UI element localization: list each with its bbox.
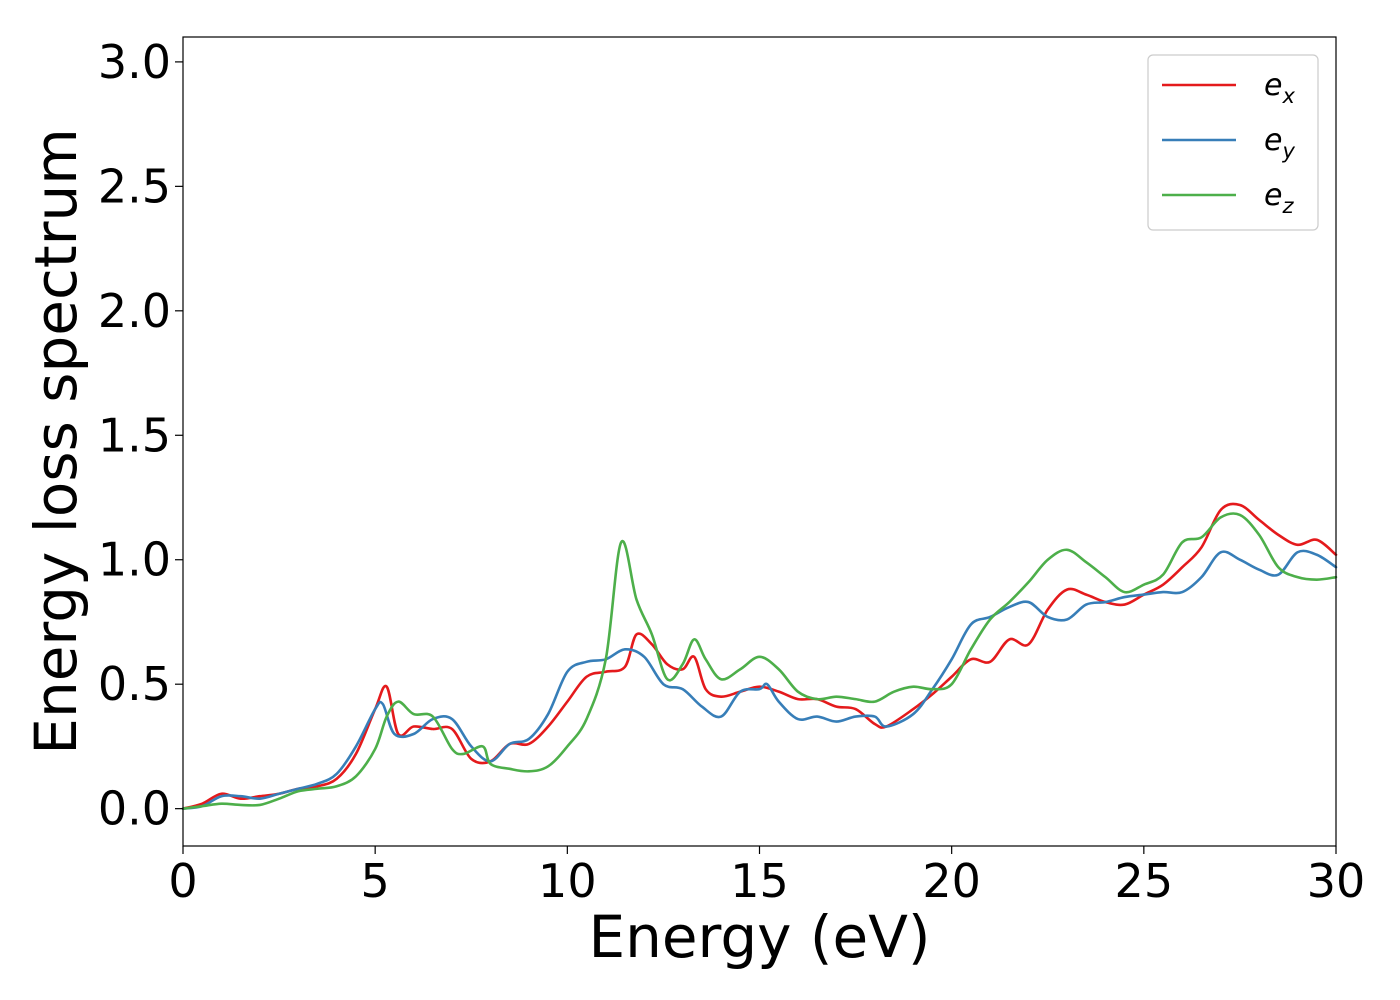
x-tick-label: 30 xyxy=(1307,854,1366,908)
legend-label-z: ez xyxy=(1264,178,1294,218)
plot-frame xyxy=(182,36,1337,847)
y-axis-title: Energy loss spectrum xyxy=(22,128,90,754)
y-tick-label: 2.0 xyxy=(98,284,171,338)
y-tick-label: 3.0 xyxy=(98,35,171,89)
x-tick-label: 0 xyxy=(168,854,197,908)
y-tick-label: 2.5 xyxy=(98,159,171,213)
series-line-e-z xyxy=(181,512,1338,810)
legend-box xyxy=(1147,54,1319,231)
legend-label-y: ey xyxy=(1264,123,1295,163)
series-line-e-y xyxy=(181,549,1338,810)
x-tick-label: 20 xyxy=(922,854,981,908)
x-axis-title: Energy (eV) xyxy=(588,903,930,971)
axes-layer: 0 5 10 15 20 25 30 0.0 0.5 1.0 1.5 2.0 2.5 3.0 xyxy=(98,35,1365,908)
y-tick-label: 0.0 xyxy=(98,782,171,836)
y-tick-label: 1.0 xyxy=(98,533,171,587)
y-tick-label: 0.5 xyxy=(98,657,171,711)
x-tick-label: 15 xyxy=(730,854,789,908)
y-tick-label: 1.5 xyxy=(98,408,171,462)
legend: ex ey ez xyxy=(1147,54,1319,231)
legend-label-x: ex xyxy=(1264,68,1295,108)
x-tick-label: 25 xyxy=(1115,854,1174,908)
series-layer xyxy=(181,502,1338,810)
x-tick-label: 5 xyxy=(361,854,390,908)
x-tick-label: 10 xyxy=(538,854,597,908)
series-line-e-x xyxy=(181,502,1338,810)
